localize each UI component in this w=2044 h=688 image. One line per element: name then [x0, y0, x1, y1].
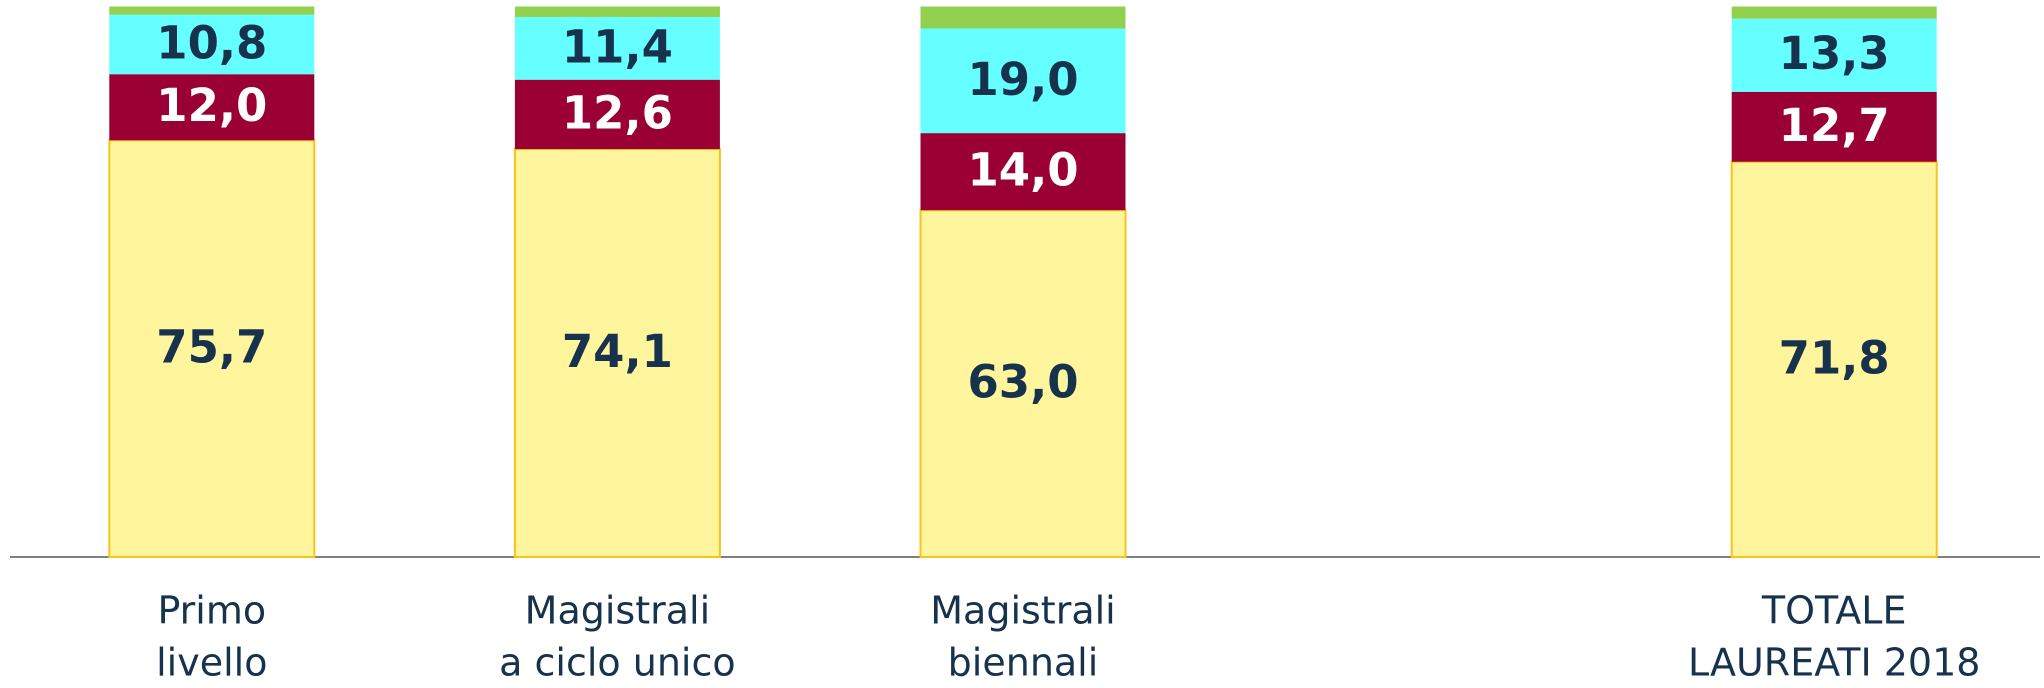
bar-segment — [108, 139, 316, 558]
x-tick-label: livello — [156, 641, 267, 685]
data-label: 12,7 — [1779, 99, 1890, 152]
bar-segment — [514, 6, 720, 17]
data-label: 10,8 — [156, 16, 267, 69]
bar-segment — [514, 79, 720, 150]
bar-segment — [919, 209, 1127, 558]
bar-segment — [109, 74, 315, 141]
data-label: 13,3 — [1779, 27, 1890, 80]
bar-segment — [920, 28, 1126, 134]
bar-segment — [514, 16, 720, 80]
data-label: 12,0 — [156, 79, 267, 132]
x-tick-label: Primo — [157, 589, 266, 633]
bar-segment — [1731, 18, 1937, 92]
x-tick-label: Magistrali — [930, 589, 1115, 633]
data-label: 14,0 — [967, 144, 1078, 197]
data-label: 74,1 — [562, 325, 673, 378]
data-label: 12,6 — [562, 86, 673, 139]
data-label: 19,0 — [967, 53, 1078, 106]
bar-segment — [1731, 91, 1937, 162]
bar-segment — [513, 148, 721, 558]
bar-segment — [109, 6, 315, 15]
x-tick-label: TOTALE — [1761, 589, 1907, 633]
x-tick-label: biennali — [948, 641, 1099, 685]
x-tick-label: a ciclo unico — [499, 641, 735, 685]
bar-segment — [1730, 160, 1938, 558]
x-tick-label: LAUREATI 2018 — [1688, 641, 1981, 685]
bar-segment — [920, 133, 1126, 211]
bar-segment — [920, 6, 1126, 29]
data-label: 63,0 — [967, 356, 1078, 409]
bar-segment — [109, 14, 315, 75]
data-label: 71,8 — [1779, 331, 1890, 384]
data-label: 75,7 — [156, 321, 267, 374]
x-tick-label: Magistrali — [525, 589, 710, 633]
data-label: 11,4 — [562, 20, 673, 73]
bar-segment — [1731, 6, 1937, 19]
